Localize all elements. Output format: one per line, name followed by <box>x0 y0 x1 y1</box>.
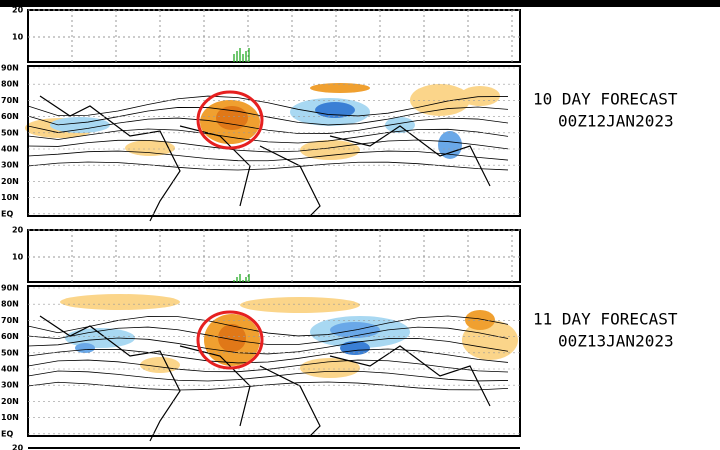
anomaly-area <box>462 320 518 360</box>
lat-label: 30N <box>1 161 19 170</box>
anomaly-area <box>465 310 495 330</box>
lat-label: 20N <box>1 397 19 406</box>
contour <box>27 95 509 117</box>
anomaly-area <box>385 117 415 133</box>
forecast-label: 10 DAY FORECAST <box>533 90 678 109</box>
lat-label: 60N <box>1 332 19 341</box>
contour <box>27 381 509 391</box>
lat-label: 10N <box>1 413 19 422</box>
strip-tick: 20 <box>12 226 24 235</box>
contour <box>27 117 509 134</box>
strip-tick: 10 <box>12 33 24 42</box>
anomaly-area <box>240 297 360 313</box>
anomaly-area <box>218 324 246 352</box>
anomaly-area <box>125 140 175 156</box>
anomaly-area <box>438 131 462 159</box>
lat-label: EQ <box>1 209 13 218</box>
anomaly-area <box>65 328 135 348</box>
strip-tick: 20 <box>12 6 24 15</box>
contour <box>27 315 509 337</box>
anomaly-area <box>460 86 500 106</box>
lat-label: 80N <box>1 300 19 309</box>
coastline <box>39 95 491 222</box>
strip-tick: 20 <box>12 444 24 450</box>
contour <box>27 128 509 144</box>
lat-label: 10N <box>1 193 19 202</box>
contour <box>27 106 509 126</box>
forecast-date: 00Z12JAN2023 <box>558 112 674 131</box>
contour <box>27 161 509 171</box>
map-border <box>27 65 521 217</box>
contour <box>27 139 509 153</box>
contour <box>27 150 509 162</box>
lat-label: 90N <box>1 284 19 293</box>
highlight-circle <box>196 310 264 370</box>
contour <box>27 348 509 364</box>
lat-label: 60N <box>1 112 19 121</box>
anomaly-area <box>410 84 470 116</box>
lat-label: 30N <box>1 381 19 390</box>
contour <box>27 326 509 345</box>
strip-frame <box>27 9 521 63</box>
forecast-date: 00Z13JAN2023 <box>558 332 674 351</box>
anomaly-area <box>310 83 370 93</box>
top-bar <box>0 0 720 7</box>
lat-label: 50N <box>1 128 19 137</box>
highlight-circle <box>196 90 264 150</box>
contour <box>27 370 509 382</box>
lat-label: 80N <box>1 80 19 89</box>
lat-label: 50N <box>1 348 19 357</box>
lat-label: 40N <box>1 365 19 374</box>
lat-label: 90N <box>1 64 19 73</box>
lat-label: EQ <box>1 429 13 438</box>
map-border <box>27 285 521 437</box>
forecast-label: 11 DAY FORECAST <box>533 310 678 329</box>
anomaly-area <box>300 140 360 160</box>
strip-tick: 10 <box>12 253 24 262</box>
anomaly-area <box>300 358 360 378</box>
lat-label: 70N <box>1 96 19 105</box>
strip-frame <box>27 229 521 283</box>
lat-label: 20N <box>1 177 19 186</box>
coastline <box>39 315 491 442</box>
lat-label: 70N <box>1 316 19 325</box>
lat-label: 40N <box>1 145 19 154</box>
anomaly-area <box>60 294 180 310</box>
anomaly-area <box>75 343 95 353</box>
